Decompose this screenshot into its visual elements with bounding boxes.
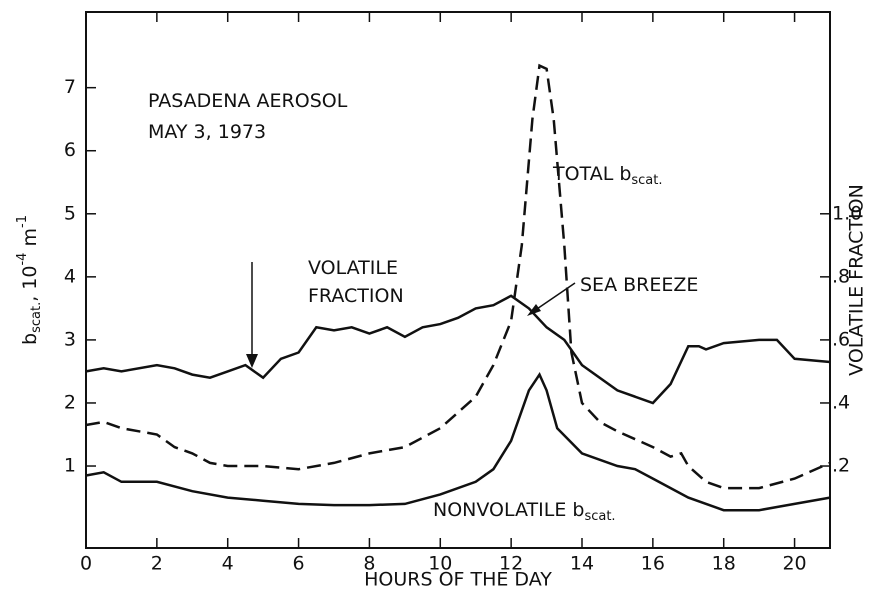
annotation-text: NONVOLATILE b bbox=[433, 499, 584, 521]
x-tick-label: 16 bbox=[641, 553, 665, 575]
y-label-part: scat. bbox=[29, 302, 44, 333]
x-tick-label: 10 bbox=[428, 553, 452, 575]
y-tick-label: 2 bbox=[64, 391, 76, 413]
arrow-head bbox=[527, 304, 541, 316]
plot-frame bbox=[85, 11, 831, 549]
x-tick-label: 4 bbox=[222, 553, 234, 575]
y-label-part: b bbox=[19, 333, 41, 345]
y2-tick-label: .8 bbox=[832, 265, 850, 287]
y-label-part: -4 bbox=[15, 253, 30, 266]
y-tick-label: 4 bbox=[64, 265, 76, 287]
y-tick-label: 7 bbox=[64, 76, 76, 98]
y-axis-label: bscat., 10-4 m-1 bbox=[15, 215, 44, 345]
y2-tick-label: .2 bbox=[832, 455, 850, 477]
y-label-part: -1 bbox=[15, 215, 30, 228]
y-tick-label: 5 bbox=[64, 202, 76, 224]
annotation: MAY 3, 1973 bbox=[148, 121, 266, 143]
y2-tick-label: .6 bbox=[832, 328, 850, 350]
data-line bbox=[85, 294, 831, 405]
y-tick-label: 6 bbox=[64, 139, 76, 161]
annotation: NONVOLATILE bscat. bbox=[433, 499, 616, 524]
annotation: VOLATILE bbox=[308, 257, 398, 279]
x-tick-label: 20 bbox=[782, 553, 806, 575]
data-line bbox=[85, 63, 831, 490]
x-tick-label: 12 bbox=[499, 553, 523, 575]
annotation-text: MAY 3, 1973 bbox=[148, 121, 266, 143]
x-tick-label: 2 bbox=[151, 553, 163, 575]
y2-tick-label: 1.0 bbox=[832, 202, 862, 224]
annotation-text: PASADENA AEROSOL bbox=[148, 90, 348, 112]
x-axis-label: HOURS OF THE DAY bbox=[364, 569, 552, 591]
arrow-head bbox=[246, 354, 258, 368]
annotation-sub: scat. bbox=[631, 173, 662, 188]
y-label-part: m bbox=[19, 228, 41, 253]
x-tick-label: 0 bbox=[80, 553, 92, 575]
data-line bbox=[85, 372, 831, 512]
annotation-text: VOLATILE bbox=[308, 257, 398, 279]
x-tick-label: 6 bbox=[293, 553, 305, 575]
annotation: TOTAL bscat. bbox=[552, 163, 663, 188]
annotation: SEA BREEZE bbox=[580, 274, 698, 296]
x-tick-label: 18 bbox=[712, 553, 736, 575]
annotation-text: TOTAL b bbox=[552, 163, 631, 185]
y2-tick-label: .4 bbox=[832, 391, 850, 413]
annotation-text: FRACTION bbox=[308, 285, 404, 307]
annotation: PASADENA AEROSOL bbox=[148, 90, 348, 112]
annotation-sub: scat. bbox=[584, 509, 615, 524]
y-tick-label: 3 bbox=[64, 328, 76, 350]
x-tick-label: 14 bbox=[570, 553, 594, 575]
y-tick-label: 1 bbox=[64, 455, 76, 477]
annotation-text: SEA BREEZE bbox=[580, 274, 698, 296]
annotation: FRACTION bbox=[308, 285, 404, 307]
y-label-part: , 10 bbox=[19, 266, 41, 302]
x-tick-label: 8 bbox=[363, 553, 375, 575]
y2-axis-label: VOLATILE FRACTION bbox=[846, 184, 868, 376]
